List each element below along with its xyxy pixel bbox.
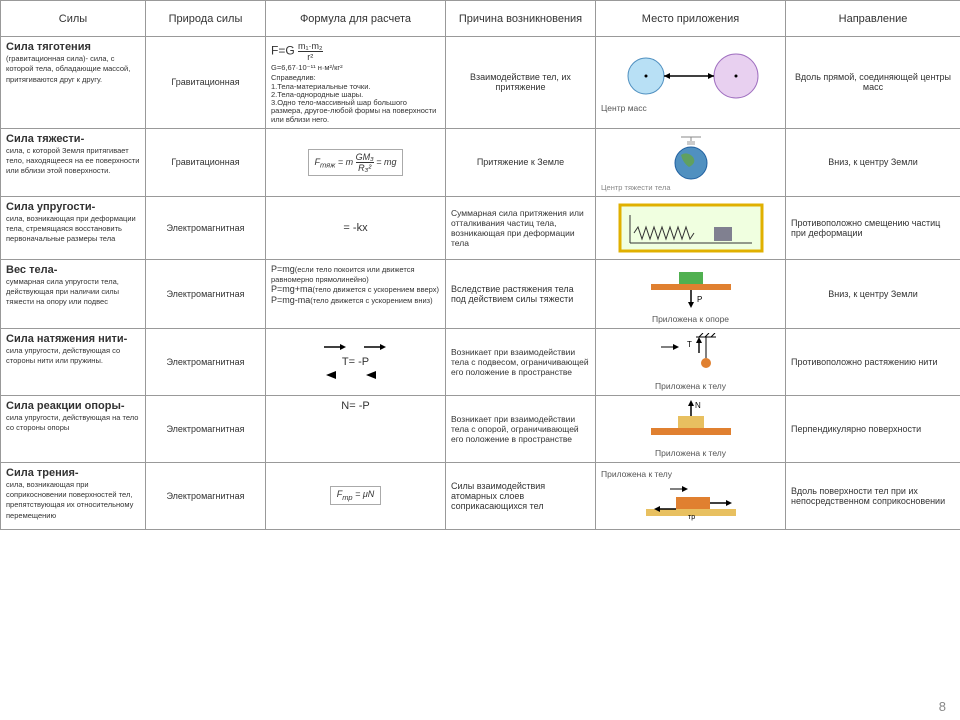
f3: P=mg-ma	[271, 295, 310, 305]
cause-cell: Притяжение к Земле	[446, 128, 596, 196]
table-row: Сила тяжести- сила, с которой Земля прит…	[1, 128, 960, 196]
spring-icon	[616, 201, 766, 255]
page-number: 8	[939, 699, 946, 714]
formula: T= -P	[342, 356, 369, 368]
force-desc: сила, возникающая при соприкосновении по…	[6, 480, 133, 520]
nature-cell: Электромагнитная	[146, 462, 266, 529]
force-desc: сила, с которой Земля притягивает тело, …	[6, 146, 139, 176]
place-caption: Приложена к телу	[601, 381, 780, 391]
direction-cell: Вниз, к центру Земли	[786, 128, 960, 196]
formula-cell: = -kx	[266, 196, 446, 259]
friction-icon: тр	[626, 479, 756, 525]
g-const: G=6,67·10⁻¹¹ н·м²/кг²	[271, 64, 440, 72]
place-caption: Приложена к опоре	[601, 314, 780, 324]
force-title: Сила трения-	[6, 467, 79, 479]
table-row: Вес тела- суммарная сила упругости тела,…	[1, 259, 960, 328]
formula-notes: 1.Тела-материальные точки. 2.Тела-одноро…	[271, 83, 440, 124]
forces-table: Силы Природа силы Формула для расчета Пр…	[0, 0, 960, 530]
table-row: Сила упругости- сила, возникающая при де…	[1, 196, 960, 259]
svg-text:N: N	[695, 401, 701, 410]
n2: (тело движется с ускорением вверх)	[313, 285, 439, 294]
nature-cell: Гравитационная	[146, 128, 266, 196]
force-title: Сила упругости-	[6, 201, 95, 213]
nature-cell: Электромагнитная	[146, 395, 266, 462]
place-caption: Центр тяжести тела	[601, 183, 780, 192]
nature-cell: Электромагнитная	[146, 259, 266, 328]
n3: (тело движется с ускорением вниз)	[310, 296, 432, 305]
tension-icon: T	[641, 333, 741, 379]
header-formula: Формула для расчета	[266, 1, 446, 37]
svg-text:тр: тр	[688, 514, 695, 521]
direction-cell: Противоположно растяжению нити	[786, 328, 960, 395]
arrows-icon	[316, 340, 396, 354]
force-title: Сила тяжести-	[6, 133, 84, 145]
header-place: Место приложения	[596, 1, 786, 37]
nature-cell: Электромагнитная	[146, 196, 266, 259]
force-title: Сила тяготения	[6, 41, 91, 53]
header-row: Силы Природа силы Формула для расчета Пр…	[1, 1, 960, 37]
direction-cell: Перпендикулярно поверхности	[786, 395, 960, 462]
header-cause: Причина возникновения	[446, 1, 596, 37]
table-row: Сила тяготения (гравитационная сила)- си…	[1, 37, 960, 129]
direction-cell: Вдоль прямой, соединяющей центры масс	[786, 37, 960, 129]
force-title: Вес тела-	[6, 264, 57, 276]
force-desc: (гравитационная сила)- сила, с которой т…	[6, 54, 130, 84]
formula-box: Fтяж = m GM₃R₃² = mg	[308, 149, 404, 176]
globe-icon	[661, 133, 721, 181]
force-desc: сила упругости, действующая на тело со с…	[6, 413, 138, 432]
direction-cell: Вниз, к центру Земли	[786, 259, 960, 328]
header-direction: Направление	[786, 1, 960, 37]
force-title: Сила натяжения нити-	[6, 333, 127, 345]
cause-cell: Суммарная сила притяжения или отталкиван…	[446, 196, 596, 259]
place-caption: Приложена к телу	[601, 469, 780, 479]
nature-cell: Гравитационная	[146, 37, 266, 129]
formula-cell: N= -P	[266, 395, 446, 462]
cause-cell: Взаимодействие тел, их притяжение	[446, 37, 596, 129]
spheres-icon	[616, 51, 766, 101]
svg-text:P: P	[697, 295, 702, 304]
direction-cell: Противоположно смещению частиц при дефор…	[786, 196, 960, 259]
weight-icon: P	[641, 264, 741, 312]
force-desc: суммарная сила упругости тела, действующ…	[6, 277, 119, 307]
formula-box: Fтр = μN	[330, 486, 382, 505]
direction-cell: Вдоль поверхности тел при их непосредств…	[786, 462, 960, 529]
normal-icon: N	[636, 400, 746, 446]
place-caption: Центр масс	[601, 103, 780, 113]
force-desc: сила, возникающая при деформации тела, с…	[6, 214, 136, 244]
f2: P=mg+ma	[271, 284, 313, 294]
table-row: Сила реакции опоры- сила упругости, дейс…	[1, 395, 960, 462]
cause-cell: Возникает при взаимодействии тела с опор…	[446, 395, 596, 462]
cause-cell: Силы взаимодействия атомарных слоев сопр…	[446, 462, 596, 529]
table-row: Сила трения- сила, возникающая при сопри…	[1, 462, 960, 529]
nature-cell: Электромагнитная	[146, 328, 266, 395]
cause-cell: Вследствие растяжения тела под действием…	[446, 259, 596, 328]
force-title: Сила реакции опоры-	[6, 400, 125, 412]
force-desc: сила упругости, действующая со стороны н…	[6, 346, 120, 365]
table-row: Сила натяжения нити- сила упругости, дей…	[1, 328, 960, 395]
header-forces: Силы	[1, 1, 146, 37]
cause-cell: Возникает при взаимодействии тела с подв…	[446, 328, 596, 395]
arrows-icon	[316, 368, 396, 382]
place-caption: Приложена к телу	[601, 448, 780, 458]
f1: P=mg	[271, 264, 295, 274]
header-nature: Природа силы	[146, 1, 266, 37]
svg-text:T: T	[687, 340, 692, 349]
